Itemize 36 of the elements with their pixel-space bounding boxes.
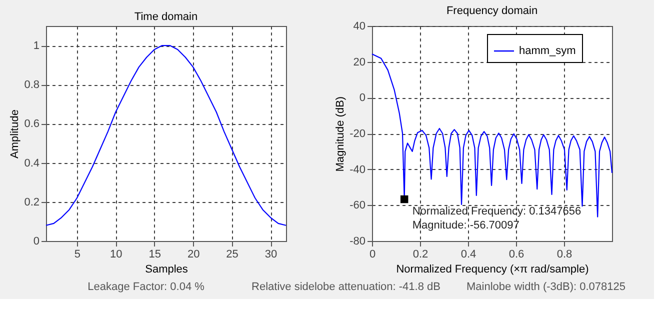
- y-tick-label: 0.8: [24, 79, 40, 92]
- y-tick-label: 1: [33, 40, 40, 52]
- x-tick-label: 0.8: [556, 248, 572, 260]
- line-series: [45, 44, 287, 226]
- text: Leakage Factor: 0.04 %: [88, 281, 205, 293]
- y-tick-label: -60: [350, 200, 366, 212]
- text: Mainlobe width (-3dB): 0.078125: [466, 281, 626, 293]
- x-tick-label: 15: [148, 248, 162, 260]
- y-tick-label: 40: [353, 20, 366, 32]
- y-tick-label: -80: [350, 236, 366, 248]
- y-tick-label: 0.2: [24, 196, 40, 208]
- y-tick-label: 0.4: [24, 157, 40, 170]
- y-tick-label: 20: [353, 56, 366, 68]
- x-tick-label: 10: [110, 248, 122, 260]
- y-tick-label: -40: [350, 164, 366, 176]
- x-tick-label: 0.2: [412, 248, 428, 260]
- x-tick-label: 0.6: [508, 248, 524, 260]
- y-axis-title: Amplitude: [9, 110, 22, 158]
- x-tick-label: 30: [264, 248, 278, 260]
- x-tick-label: 25: [226, 248, 238, 260]
- legend-label: hamm_sym: [519, 45, 576, 57]
- y-tick-label: -20: [350, 128, 366, 140]
- chart-title: Frequency domain: [446, 5, 538, 17]
- chart-title: Time domain: [134, 11, 198, 23]
- text: Relative sidelobe attenuation: -41.8 dB: [252, 281, 440, 293]
- y-tick-label: 0.6: [24, 118, 40, 130]
- y-tick-label: 0: [359, 92, 366, 104]
- annotation: Normalized Frequency: 0.1347656 Magnitude: -56.70097: [412, 205, 582, 232]
- y-tick-label: 0: [33, 236, 40, 248]
- x-axis-title: Normalized Frequency (×π rad/sample): [396, 264, 589, 276]
- y-axis-title: Magnitude (dB): [334, 96, 347, 172]
- x-tick-label: 20: [187, 248, 200, 260]
- x-tick-label: 0: [369, 248, 376, 260]
- x-axis-title: Samples: [145, 264, 188, 276]
- x-tick-label: 0.4: [460, 248, 476, 260]
- x-tick-label: 5: [74, 248, 81, 260]
